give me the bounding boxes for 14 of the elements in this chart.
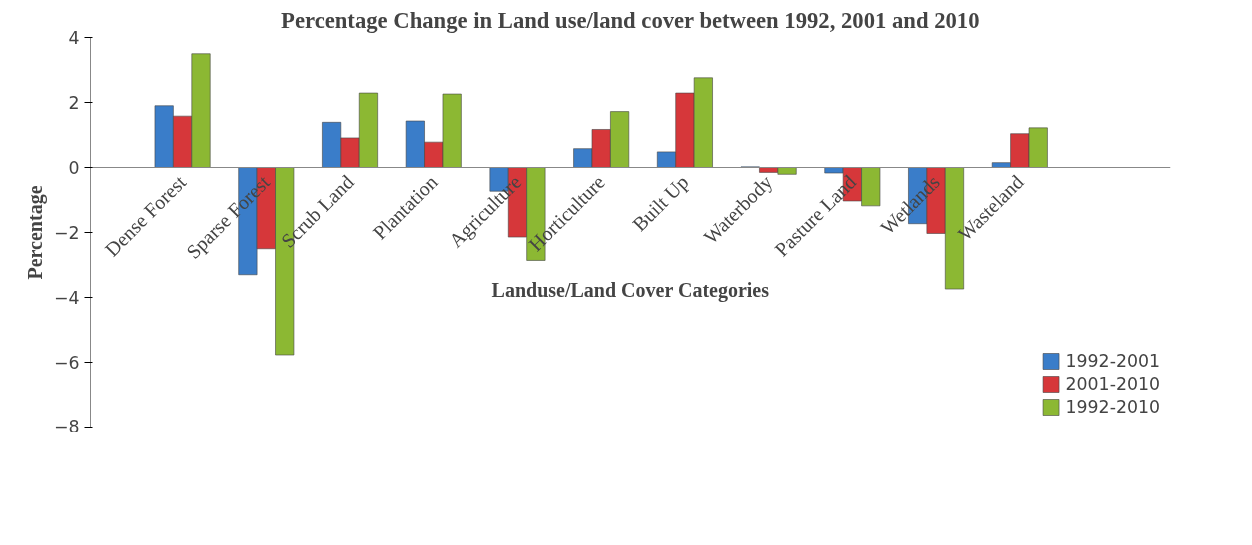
- y-tick-label: 0: [68, 158, 80, 178]
- y-axis-title: Percentage: [23, 185, 47, 280]
- y-tick-label: −2: [53, 223, 80, 243]
- legend-label: 2001-2010: [1065, 374, 1160, 394]
- legend-label: 1992-2010: [1065, 397, 1160, 417]
- y-tick-label: 2: [68, 93, 80, 113]
- x-axis-title: Landuse/Land Cover Categories: [491, 278, 770, 302]
- y-tick-label: −8: [53, 416, 80, 437]
- x-tick-label: Built Up: [628, 170, 694, 237]
- legend-label: 1992-2001: [1065, 351, 1160, 371]
- y-tick-label: −4: [53, 288, 80, 308]
- y-tick-label: −6: [53, 353, 80, 373]
- chart-title: Percentage Change in Land use/land cover between 1992, 2001 and 2010: [281, 7, 980, 33]
- y-tick-label: 4: [68, 28, 80, 48]
